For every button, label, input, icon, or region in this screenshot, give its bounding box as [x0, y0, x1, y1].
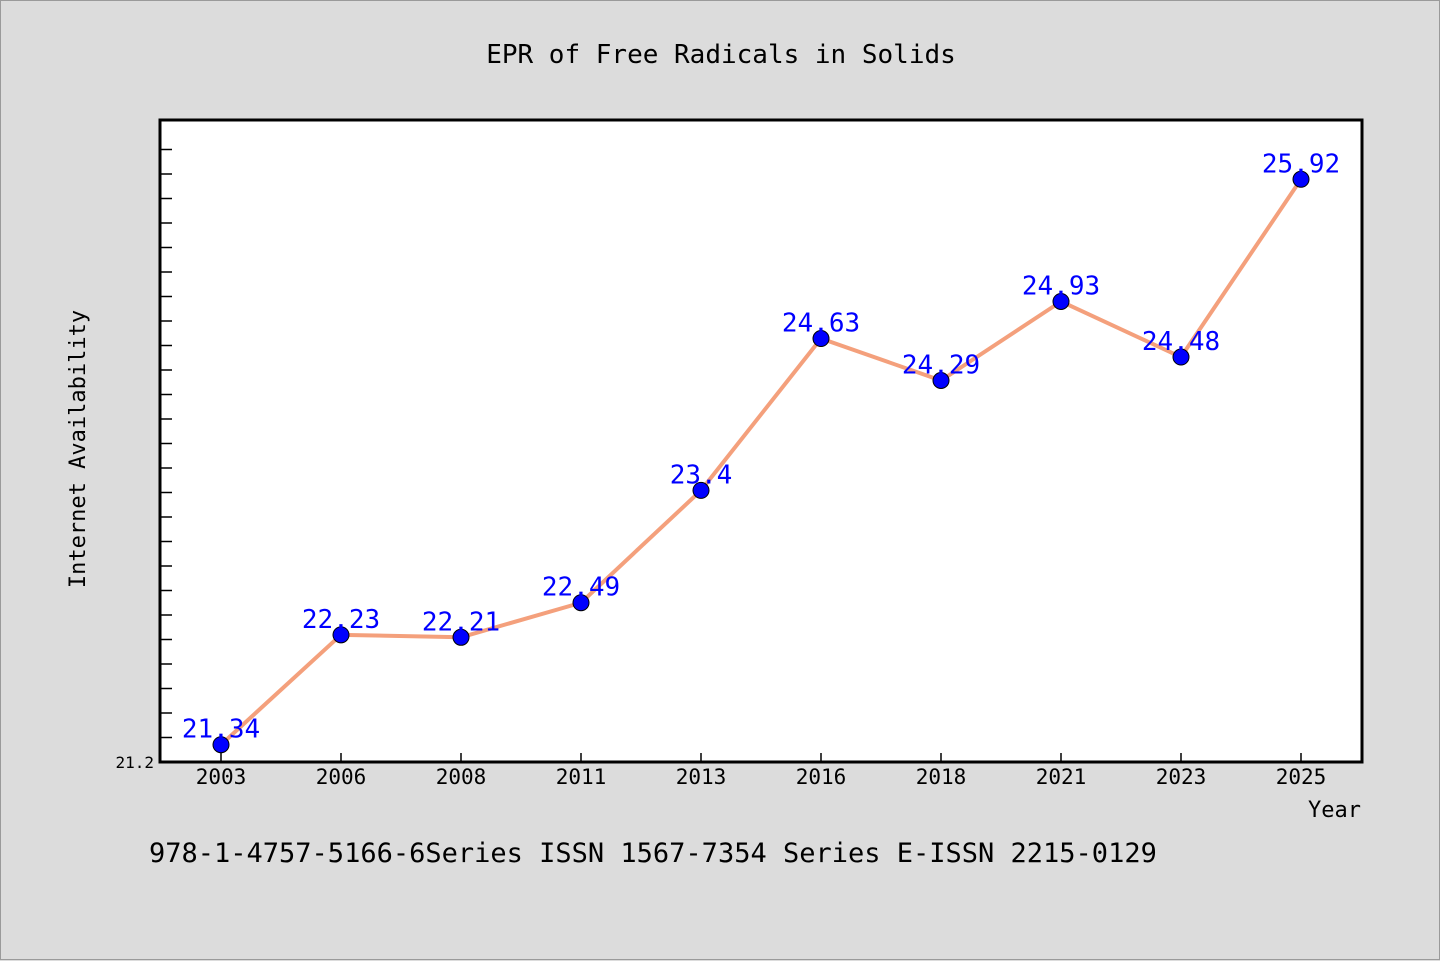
data-labels: 21.34 22.23 22.21 22.49 23.4 24.63 24.29 24.93 2… — [182, 149, 1340, 744]
y-axis-label: Internet Availability — [66, 310, 91, 588]
data-label-2006: 22.23 — [302, 605, 380, 635]
x-tick-label-2011: 2011 — [556, 765, 607, 789]
data-label-2011: 22.49 — [542, 573, 620, 603]
marker-2018 — [932, 372, 950, 390]
marker-2008 — [452, 628, 470, 646]
marker-2016 — [812, 330, 830, 348]
x-axis-label: Year — [1308, 798, 1361, 823]
data-label-2025: 25.92 — [1262, 149, 1340, 179]
x-tick-label-2021: 2021 — [1036, 765, 1087, 789]
marker-2011 — [572, 594, 590, 612]
marker-2003 — [212, 736, 230, 754]
data-label-2018: 24.29 — [902, 351, 980, 381]
y-tick-label-0: 21.2 — [115, 753, 154, 772]
data-label-2003: 21.34 — [182, 715, 260, 745]
chart-title: EPR of Free Radicals in Solids — [486, 40, 956, 70]
x-tick-label-2006: 2006 — [316, 765, 367, 789]
y-minor-ticks — [160, 148, 172, 739]
data-label-2008: 22.21 — [422, 607, 500, 637]
x-tick-label-2025: 2025 — [1276, 765, 1327, 789]
marker-2023 — [1172, 348, 1190, 366]
data-label-2016: 24.63 — [782, 309, 860, 339]
marker-2025 — [1292, 170, 1310, 188]
marker-2013 — [692, 481, 710, 499]
data-label-2021: 24.93 — [1022, 271, 1100, 301]
footer-isbn-text: 978-1-4757-5166-6Series ISSN 1567-7354 S… — [149, 838, 1157, 869]
x-tick-label-2023: 2023 — [1156, 765, 1207, 789]
x-tick-label-2008: 2008 — [436, 765, 487, 789]
data-label-2013: 23.4 — [670, 460, 733, 490]
x-tick-label-2016: 2016 — [796, 765, 847, 789]
series-line — [219, 178, 1303, 747]
marker-2021 — [1052, 292, 1070, 310]
data-label-2023: 24.48 — [1142, 327, 1220, 357]
x-tick-label-2013: 2013 — [676, 765, 727, 789]
y-axis-tick-labels: 21.2 — [115, 753, 154, 772]
series-markers — [212, 170, 1310, 754]
x-axis-ticks — [220, 753, 1302, 762]
marker-2006 — [332, 626, 350, 644]
plot-area — [158, 118, 1364, 764]
x-tick-label-2003: 2003 — [196, 765, 247, 789]
x-tick-label-2018: 2018 — [916, 765, 967, 789]
x-axis-tick-labels: 2003 2006 2008 2011 2013 2016 2018 2021 2023 2025 — [196, 765, 1327, 789]
